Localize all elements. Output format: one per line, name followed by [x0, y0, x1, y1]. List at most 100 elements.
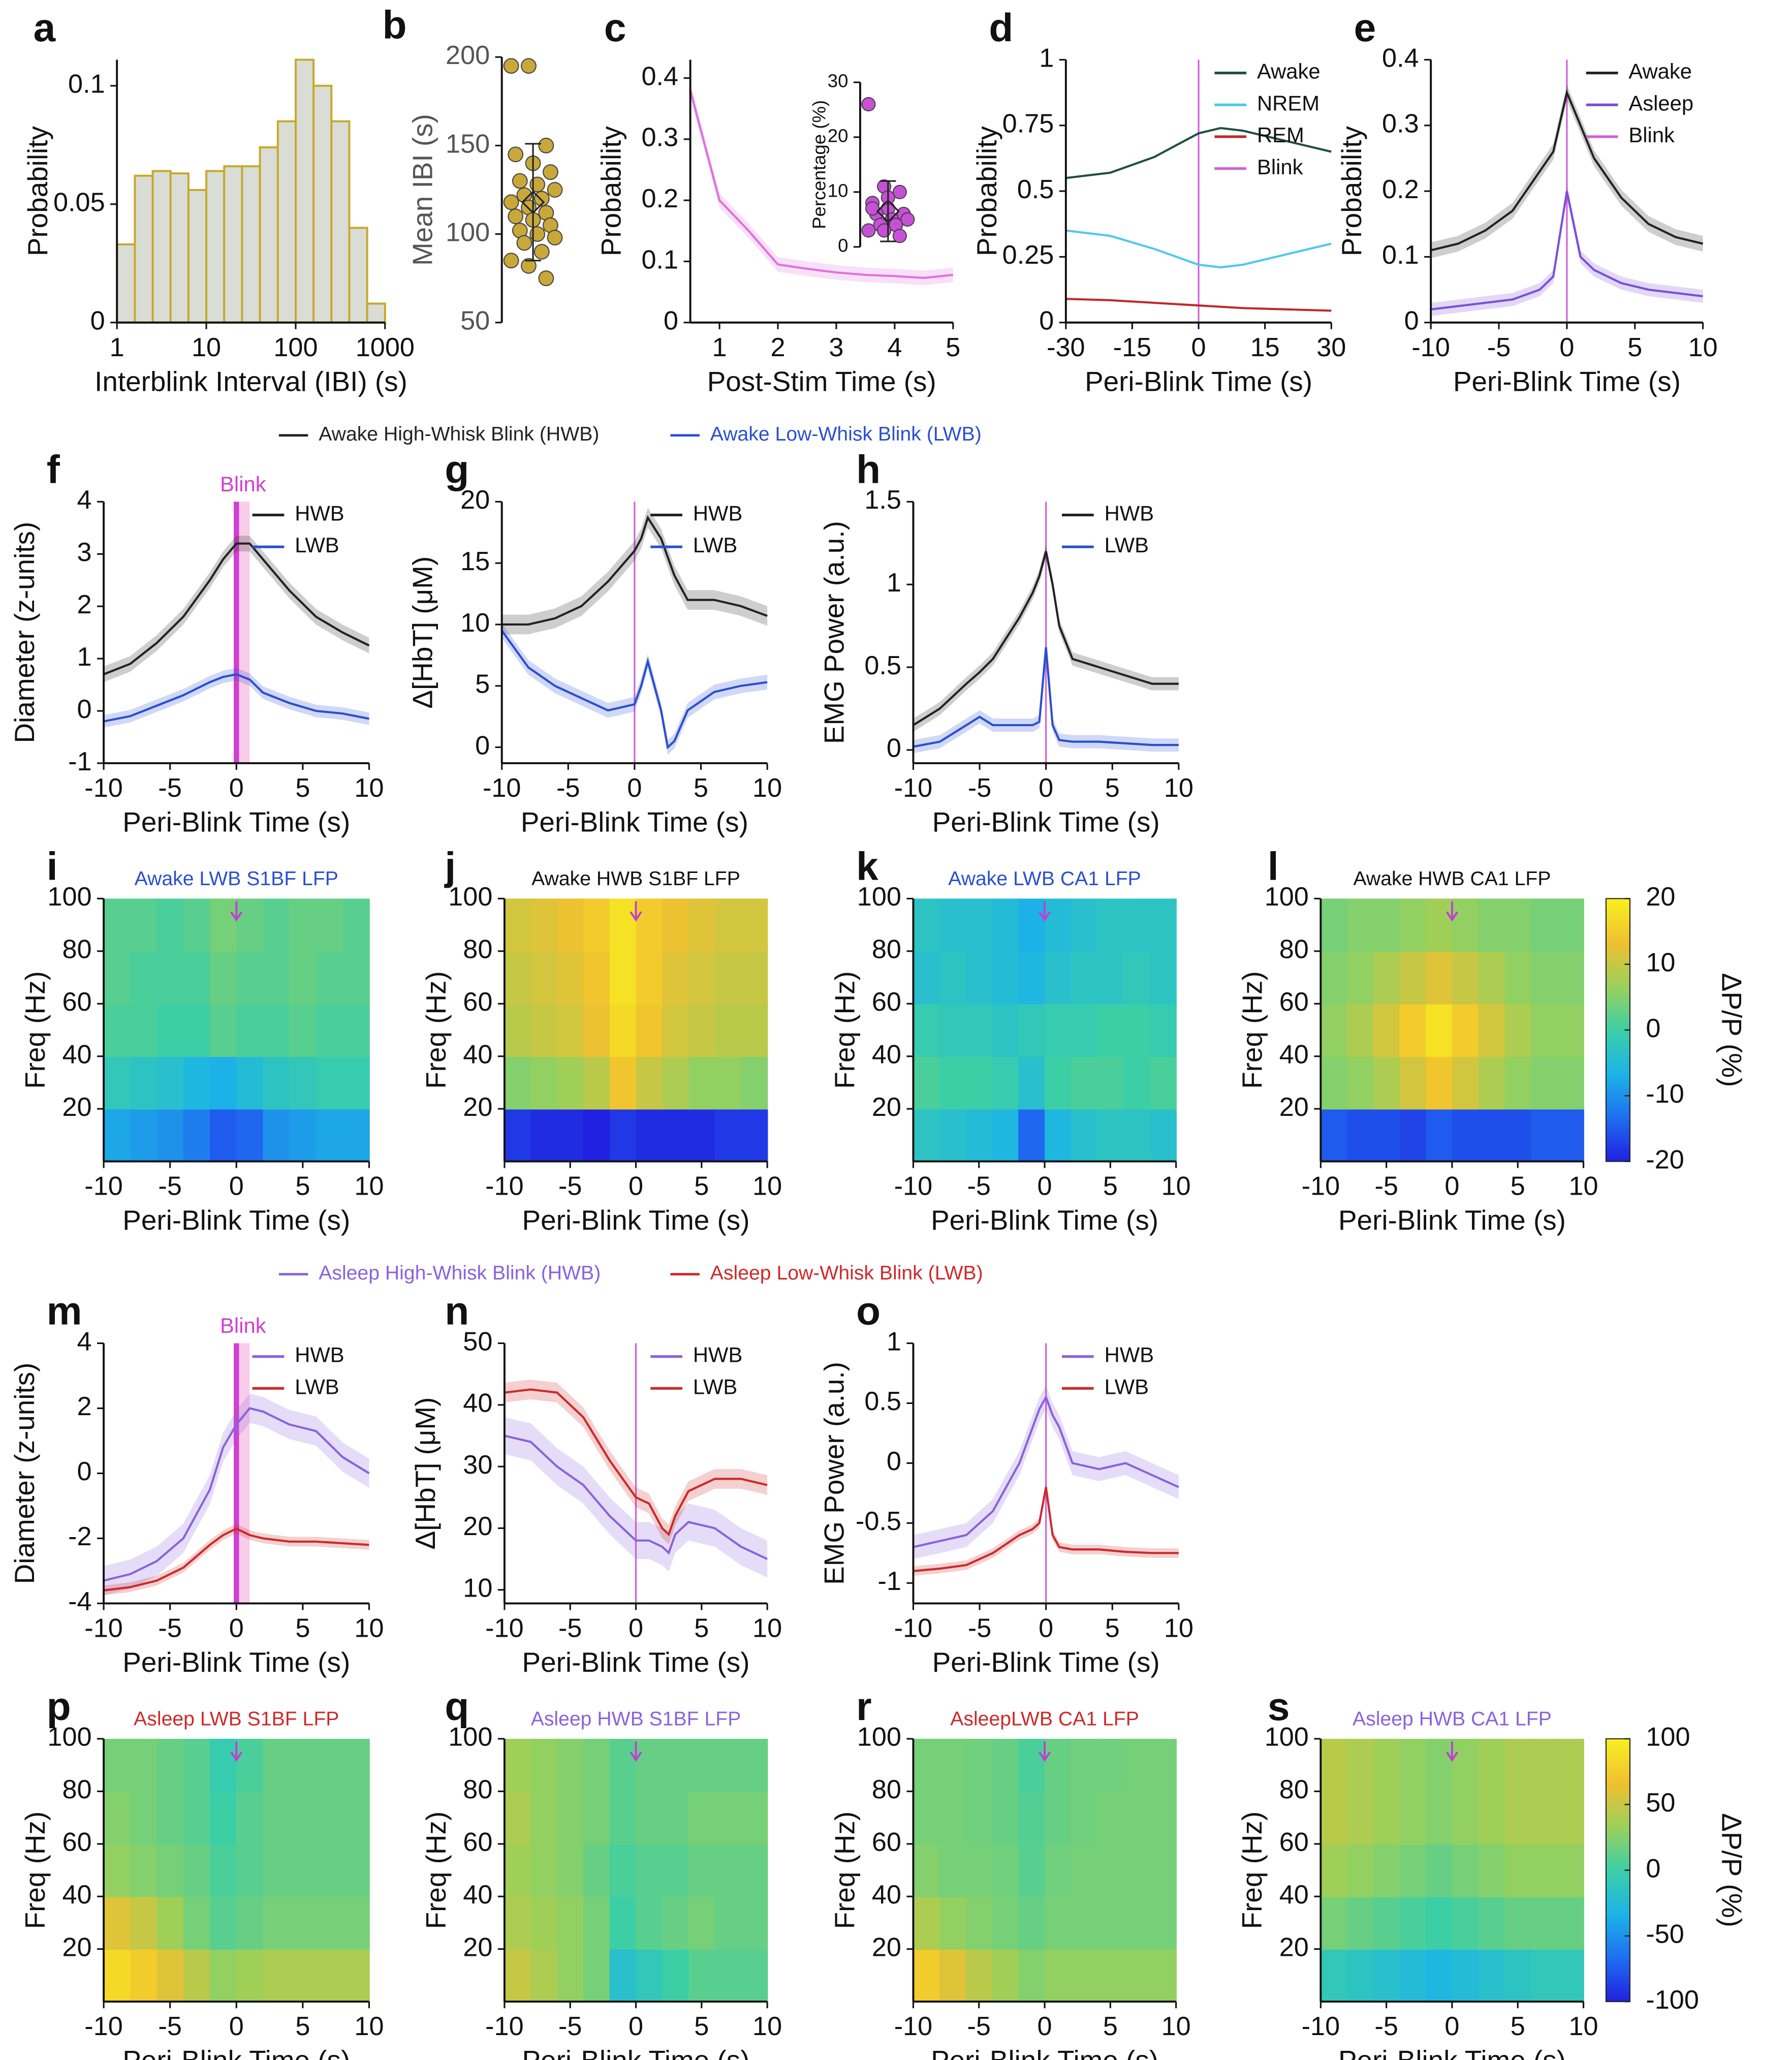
heatmap-cell: [130, 898, 158, 952]
panel-letter: p: [47, 1684, 71, 1729]
heatmap-cell: [1373, 1056, 1400, 1110]
x-tick-label: 0: [229, 1172, 244, 1201]
plot-area: [504, 898, 768, 1162]
y-tick-label: 20: [828, 126, 848, 146]
y-tick-label: 1.5: [864, 485, 901, 515]
heatmap-cell: [504, 898, 531, 952]
heatmap-cell: [1321, 1004, 1348, 1057]
heatmap-cell: [210, 1844, 237, 1897]
bar: [330, 120, 351, 324]
heatmap-cell: [1347, 951, 1374, 1005]
heatmap-cell: [289, 1949, 317, 2003]
heatmap-cell: [1426, 1109, 1453, 1162]
heatmap-cell: [183, 951, 211, 1005]
heatmap-cell: [1557, 1109, 1584, 1162]
heatmap-cell: [965, 1109, 993, 1162]
x-tick-label: 3: [829, 333, 843, 362]
heatmap-cell: [130, 1791, 158, 1845]
heatmap-cell: [1045, 1949, 1072, 2003]
chart-title: Awake LWB CA1 LFP: [948, 868, 1141, 890]
legend-label: HWB: [693, 502, 742, 525]
heatmap-cell: [557, 951, 584, 1005]
legend-label: Awake: [1257, 59, 1321, 83]
heatmap-cell: [965, 1056, 993, 1110]
heatmap-cell: [557, 1004, 584, 1057]
y-axis-label: Diameter (z-units): [9, 1363, 40, 1584]
line: [504, 1388, 768, 1537]
error-band: [913, 1482, 1179, 1576]
heatmap-cell: [504, 1949, 531, 2003]
heatmap-cell: [939, 951, 967, 1005]
y-axis-label: Freq (Hz): [420, 971, 452, 1089]
heatmap-cell: [130, 1109, 158, 1162]
error-band: [690, 83, 953, 286]
heatmap-cell: [1149, 951, 1177, 1005]
heatmap-cell: [156, 1738, 184, 1792]
panel-letter: b: [383, 3, 407, 47]
heatmap-cell: [965, 898, 993, 952]
heatmap-cell: [236, 898, 264, 952]
heatmap-cell: [130, 1738, 158, 1792]
legend-label: LWB: [693, 1375, 737, 1398]
y-tick-label: 0: [1039, 306, 1054, 336]
y-axis-label: Freq (Hz): [829, 971, 860, 1089]
heatmap-cell: [1478, 1949, 1505, 2003]
heatmap-cell: [1452, 951, 1480, 1005]
heatmap-cell: [1478, 898, 1505, 952]
shade-label: Blink: [220, 1314, 266, 1337]
point: [503, 253, 519, 269]
x-axis-label: Peri-Blink Time (s): [1453, 365, 1681, 397]
blink-arrow: [1038, 1741, 1051, 1762]
y-tick-label: 40: [1279, 1880, 1309, 1910]
heatmap-cell: [741, 1791, 768, 1845]
heatmap-cell: [1097, 951, 1124, 1005]
y-tick-label: 40: [62, 1040, 91, 1070]
heatmap-cell: [1452, 1949, 1480, 2003]
heatmap-cell: [557, 1738, 584, 1792]
heatmap-cell: [156, 1109, 184, 1162]
heatmap-cell: [342, 1844, 370, 1897]
x-tick-label: -5: [158, 1172, 181, 1201]
y-tick-label: 60: [463, 987, 492, 1017]
x-tick-label: -5: [1374, 2012, 1398, 2041]
y-axis-label: Freq (Hz): [420, 1812, 452, 1929]
x-axis-label: Peri-Blink Time (s): [931, 1204, 1158, 1236]
heatmap-cell: [1426, 1738, 1453, 1792]
heatmap-cell: [714, 1738, 742, 1792]
heatmap-cell: [1347, 1004, 1374, 1057]
point: [512, 173, 528, 189]
heatmap-cell: [1321, 1109, 1348, 1162]
y-tick-label: 40: [463, 1040, 492, 1070]
x-axis-label: Peri-Blink Time (s): [522, 1646, 750, 1678]
heatmap-cell: [1373, 1896, 1400, 1950]
heatmap-cell: [609, 1109, 637, 1162]
heatmap-cell: [1018, 1896, 1046, 1950]
x-tick-label: -10: [485, 2012, 524, 2041]
heatmap-cell: [741, 1896, 768, 1950]
chart-title: Asleep LWB S1BF LFP: [134, 1708, 339, 1730]
y-axis-label: Freq (Hz): [829, 1812, 860, 1929]
heatmap-cell: [965, 1738, 993, 1792]
heatmap-cell: [992, 1844, 1019, 1897]
heatmap-cell: [210, 1791, 237, 1845]
legend-label: NREM: [1257, 91, 1319, 115]
heatmap-cell: [1426, 1004, 1453, 1057]
y-tick-label: 100: [446, 217, 490, 247]
heatmap-cell: [530, 951, 558, 1005]
x-tick-label: 10: [752, 2012, 782, 2041]
heatmap-cell: [913, 1949, 940, 2003]
heatmap-cell: [263, 1004, 291, 1057]
x-axis-label: Peri-Blink Time (s): [932, 806, 1160, 838]
heatmap-cell: [992, 1896, 1019, 1950]
y-tick-label: 100: [1265, 882, 1309, 912]
heatmap-cell: [210, 951, 237, 1005]
y-tick-label: 20: [872, 1932, 901, 1962]
bar: [187, 189, 208, 324]
heatmap-cell: [1123, 951, 1151, 1005]
heatmap-cell: [1347, 1056, 1374, 1110]
heatmap-cell: [104, 1109, 131, 1162]
point: [533, 191, 550, 207]
heatmap-cell: [530, 898, 558, 952]
x-tick-label: 10: [1164, 1613, 1193, 1643]
